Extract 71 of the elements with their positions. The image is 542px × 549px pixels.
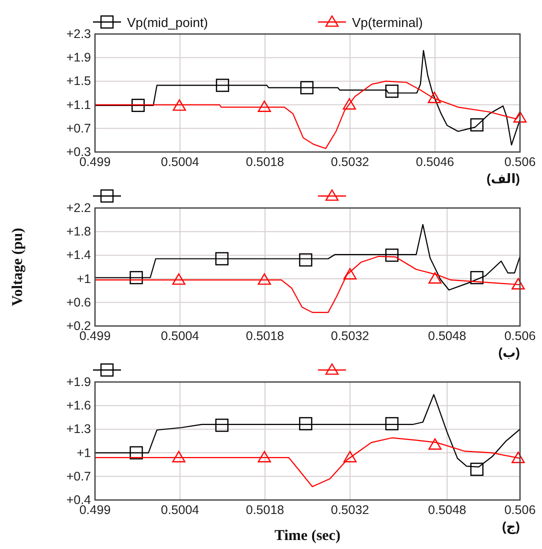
point bbox=[470, 462, 484, 476]
y-axis-title: Voltage (pu) bbox=[10, 228, 26, 306]
legend-label: Vp(terminal) bbox=[352, 15, 423, 30]
point bbox=[385, 84, 398, 98]
point bbox=[215, 252, 228, 266]
point bbox=[428, 92, 441, 104]
x-axis-title: Time (sec) bbox=[274, 528, 340, 544]
point bbox=[300, 81, 314, 94]
x-tick-label: 0.499 bbox=[79, 155, 111, 169]
point bbox=[216, 78, 230, 92]
y-tick-label: +0.6 bbox=[66, 295, 92, 310]
x-tick-label: 0.5018 bbox=[246, 503, 284, 517]
point bbox=[428, 438, 442, 450]
point bbox=[172, 450, 186, 462]
point bbox=[258, 450, 271, 462]
x-tick-label: 0.506 bbox=[504, 329, 536, 343]
x-tick-label: 0.5018 bbox=[246, 155, 284, 169]
y-tick-label: +1.8 bbox=[66, 224, 92, 239]
y-tick-label: +1.4 bbox=[66, 248, 92, 262]
point bbox=[512, 452, 525, 464]
point bbox=[299, 417, 312, 430]
y-tick-label: +1.5 bbox=[66, 74, 92, 88]
y-tick-label: +1 bbox=[76, 272, 92, 286]
point bbox=[172, 99, 186, 111]
point bbox=[343, 268, 357, 280]
text: (الف) bbox=[486, 171, 520, 186]
y-tick-label: +1.1 bbox=[66, 98, 92, 112]
point bbox=[343, 450, 357, 462]
point bbox=[258, 100, 271, 112]
y-tick-label: +1 bbox=[76, 446, 92, 460]
x-tick-label: 0.5004 bbox=[160, 503, 200, 517]
text: (ب) bbox=[498, 345, 520, 360]
point bbox=[470, 271, 484, 284]
point bbox=[299, 253, 312, 267]
point bbox=[130, 446, 143, 460]
point bbox=[385, 417, 398, 430]
point bbox=[258, 273, 271, 285]
x-tick-label: 0.506 bbox=[504, 503, 536, 517]
y-tick-label: +0.7 bbox=[66, 121, 92, 136]
y-tick-label: +1.9 bbox=[66, 375, 92, 389]
point bbox=[385, 248, 398, 262]
y-tick-label: +2.3 bbox=[66, 27, 92, 41]
x-tick-label: 0.506 bbox=[504, 155, 536, 169]
x-tick-label: 0.5032 bbox=[330, 503, 370, 517]
legend-label: Vp(mid_point) bbox=[127, 15, 208, 30]
point bbox=[342, 98, 356, 110]
x-tick-label: 0.5004 bbox=[160, 155, 200, 169]
x-tick-label: 0.499 bbox=[79, 503, 111, 517]
x-tick-label: 0.5018 bbox=[246, 329, 284, 343]
point bbox=[512, 278, 525, 290]
y-tick-label: +2.2 bbox=[66, 201, 92, 215]
y-tick-label: +1.6 bbox=[66, 398, 92, 413]
y-tick-label: +1.9 bbox=[66, 50, 92, 65]
point bbox=[215, 418, 228, 432]
point bbox=[172, 273, 186, 285]
point bbox=[470, 118, 484, 132]
x-tick-label: 0.5046 bbox=[416, 155, 454, 169]
x-tick-label: 0.499 bbox=[79, 329, 111, 343]
x-tick-label: 0.5032 bbox=[330, 329, 370, 343]
point bbox=[132, 98, 145, 112]
point bbox=[130, 271, 143, 284]
text: (ج) bbox=[502, 519, 520, 535]
point bbox=[513, 111, 527, 123]
y-tick-label: +0.7 bbox=[66, 469, 92, 484]
x-tick-label: 0.5048 bbox=[428, 329, 466, 343]
x-tick-label: 0.5004 bbox=[160, 329, 200, 343]
x-tick-label: 0.5032 bbox=[330, 155, 370, 169]
x-tick-label: 0.5048 bbox=[428, 503, 466, 517]
point bbox=[428, 272, 442, 284]
y-tick-label: +1.3 bbox=[66, 422, 92, 436]
line-series bbox=[94, 224, 521, 291]
